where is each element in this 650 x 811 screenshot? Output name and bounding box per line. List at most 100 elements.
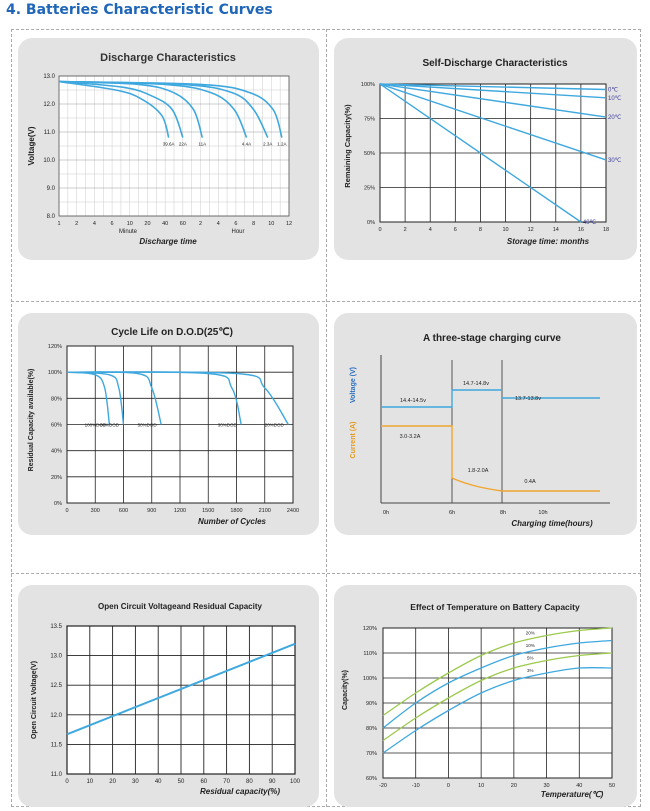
- series-label: 2.3A: [263, 142, 272, 147]
- x-tick-label: 6h: [449, 510, 455, 516]
- x-tick-label: 90: [269, 779, 276, 785]
- x-tick-label: 6: [454, 227, 457, 233]
- x-axis-title: Temperature(℃): [541, 790, 604, 799]
- series-label: 80%DOD: [100, 423, 120, 428]
- series-line: [382, 627, 613, 717]
- divider: [326, 29, 327, 807]
- plot-frame: [58, 75, 290, 217]
- series-label: 50%DOD: [138, 423, 158, 428]
- x-tick-label: 10h: [538, 510, 547, 516]
- y-tick-label: 10.0: [43, 158, 55, 164]
- x-tick-label: 1200: [174, 508, 186, 514]
- y-tick-label: 90%: [366, 701, 377, 707]
- series-label: 20%DOD: [265, 423, 285, 428]
- y-tick-label: 110%: [363, 651, 377, 657]
- series-line: [379, 83, 607, 91]
- series-label: 30℃: [608, 158, 622, 164]
- x-tick-label: 18: [603, 227, 609, 233]
- x-tick-label: 4: [429, 227, 432, 233]
- x-tick-label: 12: [286, 221, 292, 227]
- y-tick-label: 13.0: [43, 74, 55, 80]
- x-tick-label: 900: [147, 508, 156, 514]
- y-tick-label: 60%: [366, 776, 377, 782]
- x-unit-label: Minute: [119, 229, 138, 235]
- x-tick-label: 50: [609, 783, 615, 789]
- x-tick-label: 60: [180, 221, 186, 227]
- plot-frame: [66, 345, 294, 504]
- y-tick-label: 11.0: [51, 772, 63, 778]
- x-tick-label: 70: [223, 779, 230, 785]
- x-tick-label: 40: [155, 779, 162, 785]
- series-label: 0℃: [608, 88, 618, 94]
- y-tick-label: 8.0: [47, 214, 56, 220]
- y-tick-label: 80%: [51, 396, 62, 402]
- x-tick-label: 0: [65, 508, 68, 514]
- series-label: 1.2A: [277, 142, 286, 147]
- x-tick-label: 20: [511, 783, 517, 789]
- y-tick-label: 11.0: [44, 130, 56, 136]
- panel-charging: [334, 313, 637, 535]
- x-tick-label: 100: [290, 779, 301, 785]
- series-line: [58, 80, 283, 138]
- series-label: 39.6A: [163, 142, 175, 147]
- series-label: 30%DOD: [218, 423, 238, 428]
- x-tick-label: 8h: [500, 510, 506, 516]
- x-tick-label: 30: [132, 779, 139, 785]
- x-tick-label: 80: [246, 779, 253, 785]
- y-tick-label: 13.0: [50, 654, 62, 660]
- section-heading: 4. Batteries Characteristic Curves: [6, 2, 273, 18]
- x-tick-label: 0: [378, 227, 381, 233]
- series-label: 3%: [527, 668, 534, 673]
- x-axis-title: Residual capacity(%): [200, 787, 280, 796]
- y-axis-title: Capacity(%): [342, 670, 349, 710]
- series-line: [66, 371, 289, 425]
- y-axis-title: Residual Capacity available(%): [28, 369, 35, 472]
- y-axis-title-current: Current (A): [350, 422, 357, 459]
- x-tick-label: 1: [57, 221, 60, 227]
- x-tick-label: 40: [162, 221, 168, 227]
- x-tick-label: 10: [502, 227, 508, 233]
- y-axis-title: Open Circuit Voltage(V): [31, 661, 38, 739]
- y-tick-label: 60%: [51, 423, 62, 429]
- series-label: 10℃: [608, 96, 622, 102]
- x-tick-label: 1500: [202, 508, 214, 514]
- x-tick-label: 4: [93, 221, 96, 227]
- x-tick-label: 10: [478, 783, 484, 789]
- x-tick-label: 2: [75, 221, 78, 227]
- y-tick-label: 70%: [366, 751, 377, 757]
- series-label: 40℃: [583, 220, 597, 226]
- series-line: [382, 639, 613, 729]
- series-line: [382, 652, 613, 742]
- y-tick-label: 0%: [54, 501, 62, 507]
- x-tick-label: 16: [578, 227, 584, 233]
- annotation: 14.7-14.8v: [463, 381, 489, 387]
- voltage-line: [381, 389, 502, 408]
- x-unit-label: Hour: [231, 229, 244, 235]
- x-tick-label: 20: [109, 779, 116, 785]
- series-label: 10%: [526, 643, 535, 648]
- y-tick-label: 11.5: [51, 742, 63, 748]
- x-tick-label: 20: [144, 221, 150, 227]
- x-tick-label: 1800: [230, 508, 242, 514]
- y-tick-label: 100%: [363, 676, 377, 682]
- chart-title: A three-stage charging curve: [423, 333, 561, 344]
- series-label: 5%: [527, 656, 534, 661]
- series-label: 100%DOD: [85, 423, 107, 428]
- x-tick-label: 300: [91, 508, 100, 514]
- y-tick-label: 20%: [51, 475, 62, 481]
- series-line: [58, 80, 170, 138]
- x-axis-title: Storage time: months: [507, 237, 590, 246]
- x-tick-label: 0: [65, 779, 69, 785]
- current-line: [381, 425, 503, 492]
- series-label: 22A: [179, 142, 187, 147]
- x-tick-label: 40: [576, 783, 582, 789]
- series-line: [66, 642, 296, 736]
- x-tick-label: 0: [447, 783, 450, 789]
- x-tick-label: 10: [127, 221, 133, 227]
- x-tick-label: 2: [404, 227, 407, 233]
- x-tick-label: 30: [544, 783, 550, 789]
- x-tick-label: 8: [479, 227, 482, 233]
- x-tick-label: 2: [199, 221, 202, 227]
- x-tick-label: -10: [412, 783, 420, 789]
